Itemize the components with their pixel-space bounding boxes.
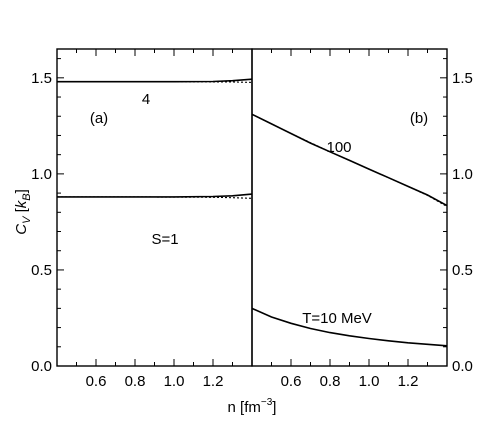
plot-frame bbox=[56, 48, 253, 367]
x-axis-label: n [fm−3] bbox=[228, 397, 277, 416]
y-tick-label: 1.5 bbox=[31, 70, 52, 87]
panel-b: 0.6 0.8 1.0 1.2 0.0 0.5 1.0 1.5 (b) 100 T=10 MeV bbox=[251, 48, 473, 390]
y-tick-label: 1.0 bbox=[31, 166, 52, 183]
y-tick-label: 0.5 bbox=[31, 262, 52, 279]
series-line-2 bbox=[57, 81, 253, 83]
series-line-4 bbox=[57, 196, 253, 199]
x-tick-label: 0.6 bbox=[86, 373, 107, 390]
y-tick-label: 0.0 bbox=[31, 358, 52, 375]
y-tick-label: 0.5 bbox=[452, 262, 473, 279]
series-line-2 bbox=[251, 113, 448, 207]
curve-annotation: 100 bbox=[326, 139, 351, 156]
panel-label: (b) bbox=[410, 110, 428, 127]
x-tick-label: 0.6 bbox=[281, 373, 302, 390]
x-tick-label: 0.8 bbox=[125, 373, 146, 390]
panel-a: 0.6 0.8 1.0 1.2 0.0 0.5 1.0 1.5 (a) 4 S=1 bbox=[31, 48, 253, 390]
panel-label: (a) bbox=[90, 110, 108, 127]
y-tick-label: 1.5 bbox=[452, 70, 473, 87]
panels: 0.6 0.8 1.0 1.2 0.0 0.5 1.0 1.5 (a) 4 S=1 0.6 0.8 1.0… bbox=[31, 48, 473, 390]
x-tick-label: 1.2 bbox=[398, 373, 419, 390]
x-tick-label: 0.8 bbox=[320, 373, 341, 390]
y-tick-label: 0.0 bbox=[452, 358, 473, 375]
curve-annotation: S=1 bbox=[151, 231, 178, 248]
x-tick-label: 1.0 bbox=[359, 373, 380, 390]
x-tick-label: 1.0 bbox=[164, 373, 185, 390]
curve-annotation: T=10 MeV bbox=[302, 310, 372, 327]
series-line-3 bbox=[251, 307, 448, 347]
y-axis-label: CV [kB] bbox=[13, 189, 33, 235]
x-tick-label: 1.2 bbox=[203, 373, 224, 390]
series-line-1 bbox=[251, 113, 448, 207]
y-tick-label: 1.0 bbox=[452, 166, 473, 183]
curve-annotation: 4 bbox=[142, 91, 150, 108]
